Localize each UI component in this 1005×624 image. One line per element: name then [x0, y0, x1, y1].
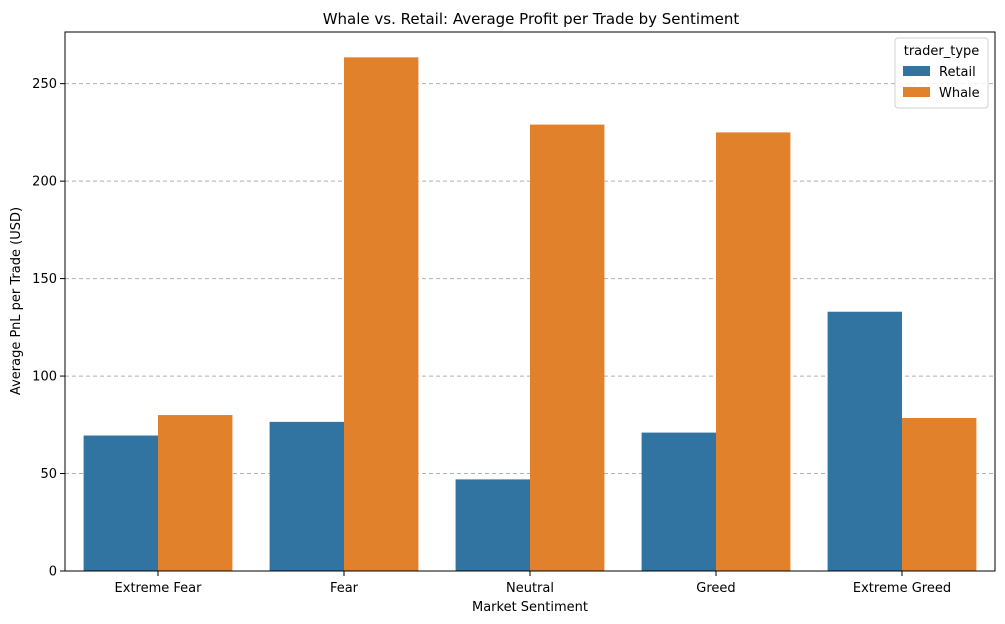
y-tick-label: 50: [40, 467, 57, 482]
legend: trader_type Retail Whale: [894, 37, 989, 109]
y-tick-label: 250: [32, 77, 57, 92]
bar-retail-fear: [269, 421, 344, 571]
x-axis-label: Market Sentiment: [472, 600, 588, 615]
y-tick-label: 0: [49, 565, 57, 580]
bar-whale-extreme-greed: [902, 417, 977, 571]
x-tick-label: Extreme Greed: [853, 581, 951, 596]
y-axis-label: Average PnL per Trade (USD): [9, 207, 24, 395]
x-tick-label: Extreme Fear: [115, 581, 203, 596]
x-tick-label: Fear: [330, 581, 359, 596]
bars: [83, 57, 977, 572]
bar-whale-extreme-fear: [158, 415, 233, 571]
bar-retail-neutral: [455, 479, 530, 571]
bar-retail-extreme-greed: [827, 311, 902, 571]
bar-retail-extreme-fear: [83, 435, 158, 571]
y-tick-label: 150: [32, 272, 57, 287]
y-tick-label: 100: [32, 370, 57, 385]
x-tick-label: Greed: [696, 581, 735, 596]
x-tick-label: Neutral: [506, 581, 554, 596]
legend-swatch-whale: [903, 87, 930, 97]
plot-frame: [64, 31, 996, 572]
legend-swatch-retail: [903, 66, 930, 76]
bar-whale-fear: [344, 57, 419, 571]
y-tick-label: 200: [32, 175, 57, 190]
legend-label-whale: Whale: [939, 86, 980, 101]
bar-retail-greed: [641, 432, 716, 571]
chart-title: Whale vs. Retail: Average Profit per Tra…: [323, 10, 740, 28]
bar-whale-greed: [716, 132, 791, 572]
x-axis: Extreme Fear Fear Neutral Greed Extreme Gree…: [115, 571, 951, 596]
legend-label-retail: Retail: [939, 65, 976, 80]
y-axis: 0 50 100 150 200 250: [32, 77, 65, 580]
legend-title: trader_type: [904, 44, 980, 59]
bar-whale-neutral: [530, 124, 605, 571]
